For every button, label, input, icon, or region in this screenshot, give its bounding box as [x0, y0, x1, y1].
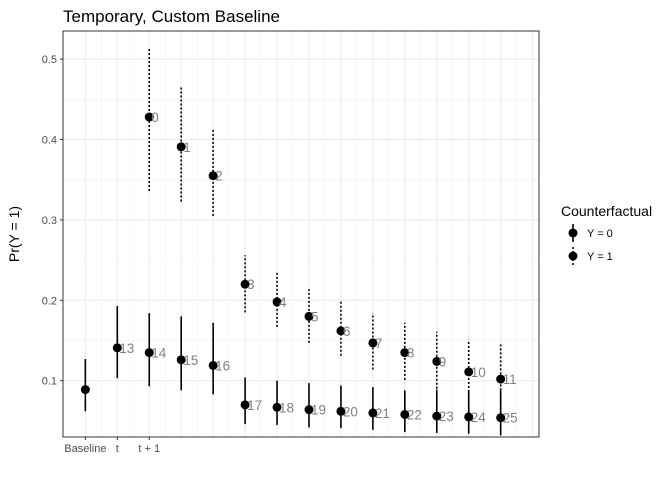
data-point — [208, 360, 218, 370]
plot-border — [62, 30, 540, 438]
point-label: 11 — [503, 372, 517, 387]
data-point — [208, 171, 218, 181]
point-label: 6 — [343, 324, 351, 339]
point-label: 18 — [279, 400, 294, 415]
point-label: 4 — [279, 295, 287, 310]
legend-key-point — [568, 251, 578, 261]
point-label: 16 — [215, 358, 230, 373]
point-label: 3 — [247, 277, 255, 292]
point-label: 21 — [375, 406, 390, 421]
data-point — [304, 311, 314, 321]
data-point — [240, 400, 250, 410]
point-label: 5 — [311, 309, 319, 324]
x-tick-label: t — [116, 443, 119, 455]
y-tick-label: 0.4 — [42, 135, 57, 147]
data-point — [176, 355, 186, 365]
data-point — [464, 412, 474, 422]
y-tick-label: 0.3 — [42, 215, 57, 227]
point-label: 20 — [343, 404, 358, 419]
legend-entry: Y = 0 — [568, 224, 613, 242]
point-label: 22 — [407, 407, 422, 422]
data-point — [144, 348, 154, 358]
data-point — [112, 343, 122, 353]
data-point — [432, 411, 442, 421]
data-point — [368, 338, 378, 348]
x-tick-label: Baseline — [64, 443, 106, 455]
y-axis-title: Pr(Y = 1) — [6, 206, 22, 262]
data-point — [80, 385, 90, 395]
point-label: 13 — [119, 341, 134, 356]
y-tick-label: 0.5 — [42, 54, 57, 66]
data-point — [144, 112, 154, 122]
point-label: 14 — [151, 346, 167, 361]
point-label: 24 — [471, 410, 487, 425]
legend-key-point — [568, 228, 578, 238]
data-point — [496, 413, 506, 423]
point-label: 1 — [183, 140, 191, 155]
data-point — [176, 142, 186, 152]
y-tick-label: 0.2 — [42, 295, 57, 307]
data-point — [240, 279, 250, 289]
x-axis: Baseline t t + 1 — [64, 437, 160, 455]
point-label: 15 — [183, 353, 198, 368]
legend-title: Counterfactual — [561, 203, 652, 219]
point-label: 8 — [407, 346, 415, 361]
data-point — [496, 374, 506, 384]
point-label: 7 — [375, 336, 383, 351]
series-1: 13 14 15 16 17 18 19 20 21 22 23 24 25 — [80, 305, 518, 436]
point-label: 23 — [439, 409, 454, 424]
point-label: 10 — [471, 365, 486, 380]
data-point — [304, 405, 314, 415]
point-label: 25 — [503, 411, 518, 426]
data-point — [272, 297, 282, 307]
data-point — [400, 348, 410, 358]
data-point — [272, 402, 282, 412]
series-2: 0 1 2 3 4 5 6 7 8 9 10 11 — [144, 48, 517, 403]
y-axis: 0.1 0.2 0.3 0.4 0.5 — [42, 54, 63, 388]
point-label: 19 — [311, 403, 326, 418]
data-point — [336, 326, 346, 336]
legend-entry: Y = 1 — [568, 247, 613, 265]
data-point — [432, 356, 442, 366]
data-point — [464, 367, 474, 377]
legend-entries: Y = 0 Y = 1 — [568, 224, 613, 265]
point-label: 17 — [247, 398, 262, 413]
point-label: 2 — [215, 169, 223, 184]
legend-label: Y = 0 — [587, 228, 613, 240]
data-point — [368, 408, 378, 418]
legend: Counterfactual Y = 0 Y = 1 — [561, 203, 652, 265]
y-tick-label: 0.1 — [42, 376, 57, 388]
point-label: 0 — [151, 110, 159, 125]
plot-panel — [63, 31, 539, 437]
data-point — [336, 406, 346, 416]
point-label: 9 — [439, 354, 447, 369]
chart-title: Temporary, Custom Baseline — [63, 7, 280, 26]
legend-label: Y = 1 — [587, 251, 613, 263]
x-tick-label: t + 1 — [138, 443, 160, 455]
data-point — [400, 409, 410, 419]
